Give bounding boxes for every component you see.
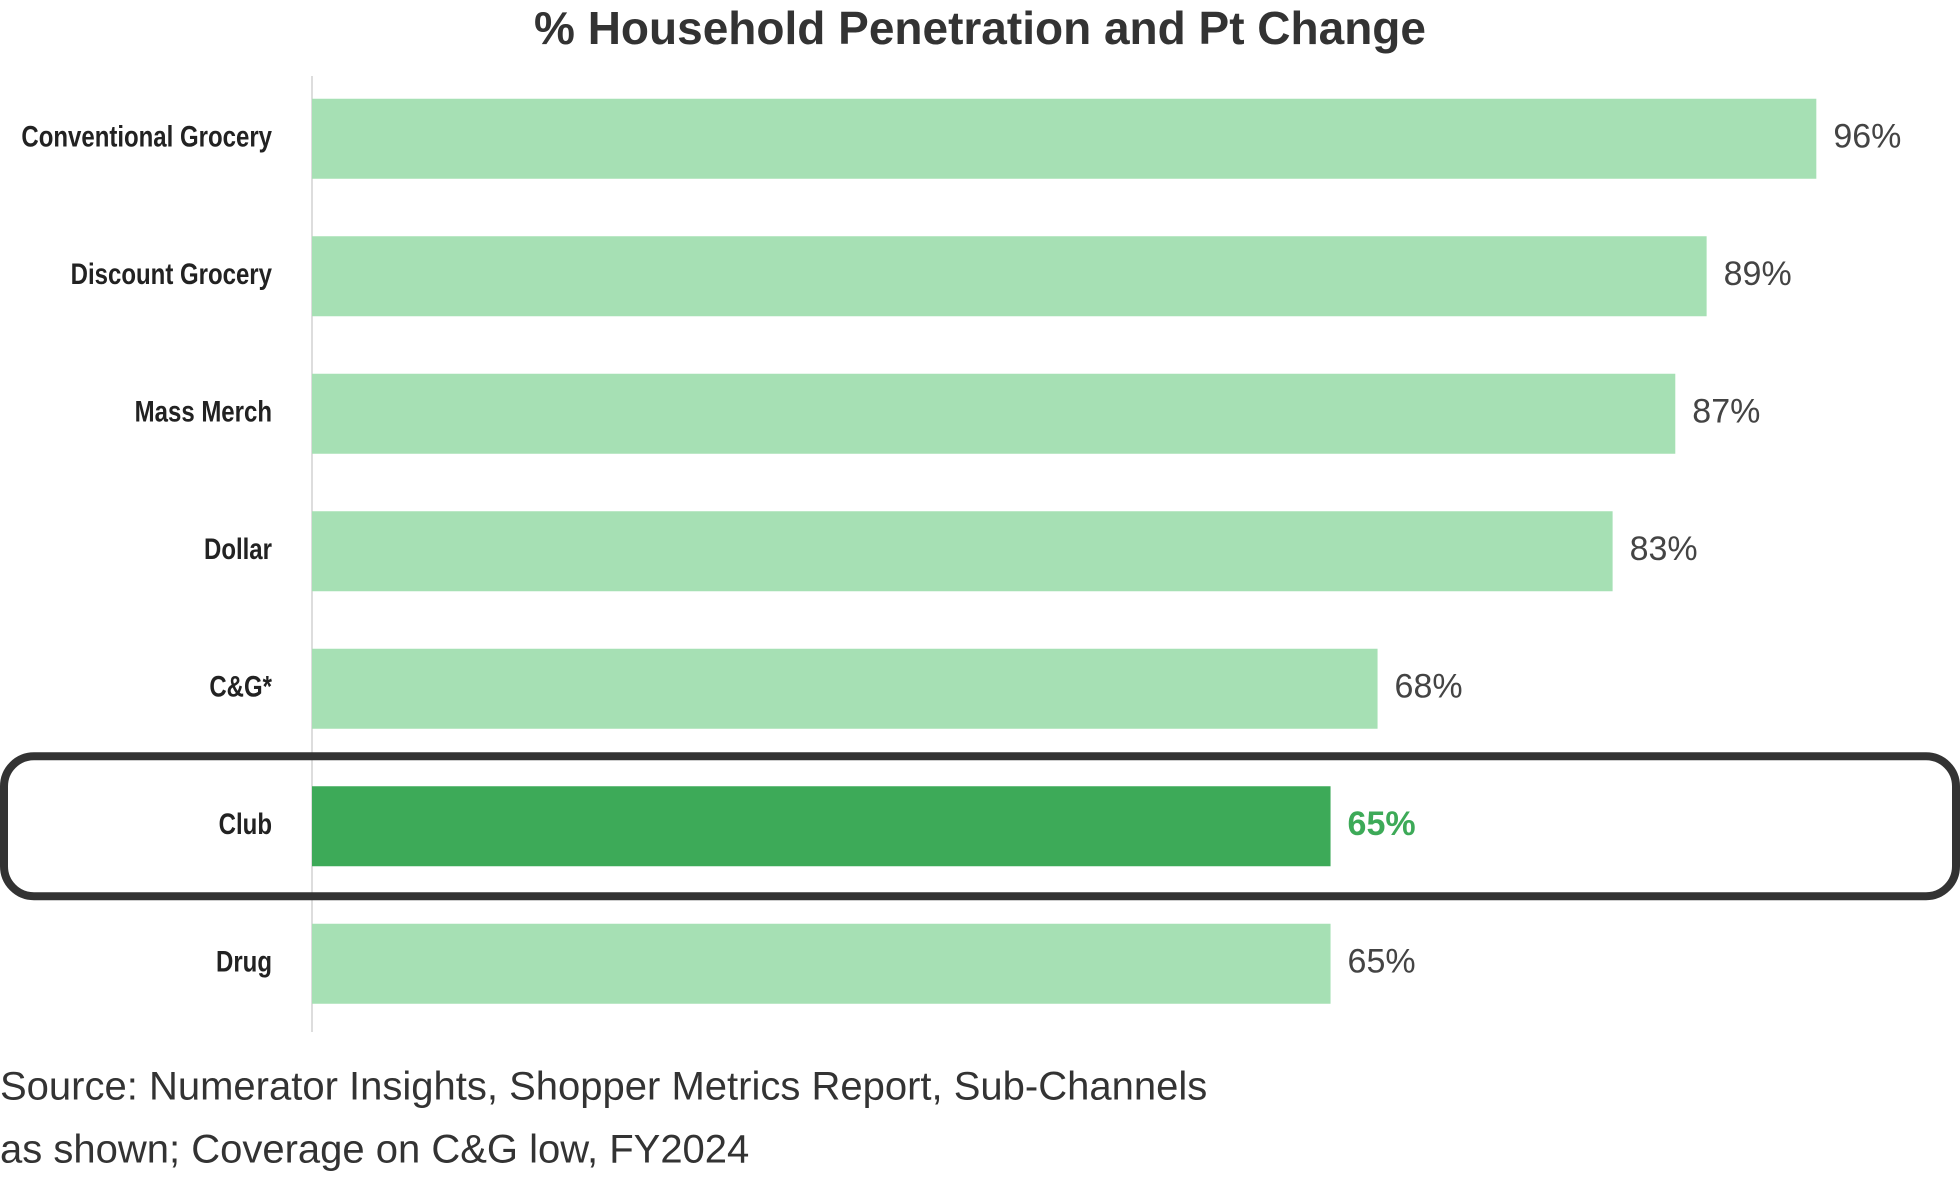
bar [312, 786, 1331, 867]
y-tick-label: Club [219, 807, 272, 841]
source-note: Source: Numerator Insights, Shopper Metr… [0, 1065, 1207, 1109]
bar [312, 648, 1378, 729]
y-tick-label: C&G* [209, 669, 272, 703]
bar [312, 373, 1676, 454]
value-label: 87% [1692, 393, 1760, 431]
y-tick-label: Mass Merch [135, 394, 272, 428]
highlight-box [0, 752, 1960, 901]
value-label: 65% [1348, 805, 1416, 843]
bar [312, 923, 1331, 1004]
value-label: 96% [1833, 118, 1901, 156]
value-label: 68% [1395, 668, 1463, 706]
source-note: as shown; Coverage on C&G low, FY2024 [0, 1128, 749, 1172]
chart-title: % Household Penetration and Pt Change [534, 2, 1426, 54]
y-tick-label: Drug [216, 944, 272, 978]
bar [312, 236, 1707, 317]
y-tick-label: Dollar [204, 532, 272, 566]
value-label: 65% [1348, 943, 1416, 981]
bar [312, 511, 1613, 592]
value-label: 83% [1630, 530, 1698, 568]
value-label: 89% [1724, 255, 1792, 293]
y-tick-label: Conventional Grocery [21, 119, 272, 153]
bar [312, 98, 1817, 179]
y-tick-label: Discount Grocery [71, 257, 272, 291]
